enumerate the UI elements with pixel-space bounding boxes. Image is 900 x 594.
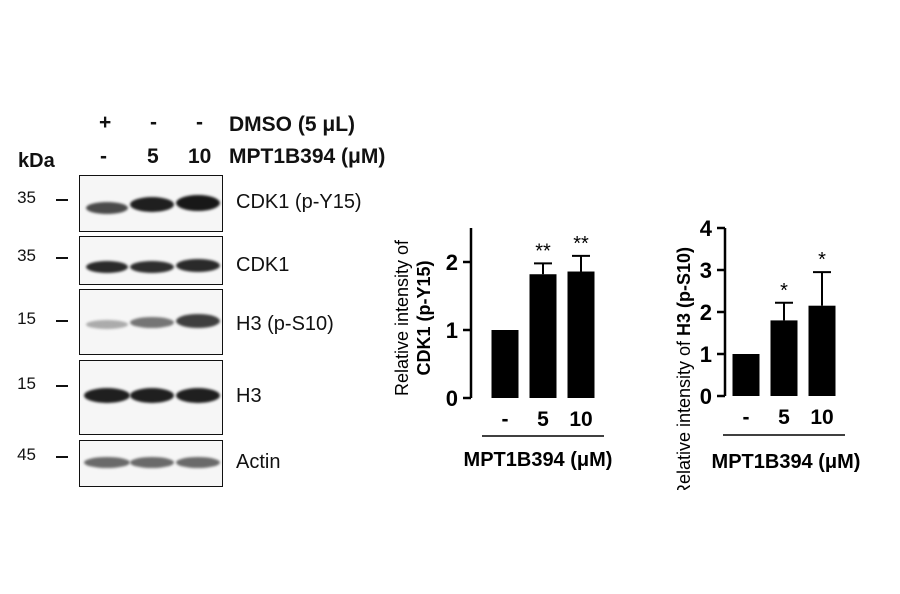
bar [491, 330, 519, 398]
mw-marker-5: 45 [17, 445, 36, 464]
y-axis-label: Relative intensity of H3 (p-S10) [674, 247, 694, 490]
band [176, 388, 220, 403]
band [86, 261, 128, 273]
band [86, 320, 128, 329]
band [130, 388, 174, 403]
mw-marker-1: 35 [17, 188, 36, 207]
bar [808, 305, 836, 396]
significance-label: * [780, 280, 788, 302]
band [130, 457, 174, 468]
bar [567, 271, 595, 398]
x-tick-label: 5 [778, 406, 790, 429]
mw-marker-4: 15 [17, 374, 36, 393]
blot-panel-cdk1-py15 [79, 175, 223, 232]
kda-label: kDa [18, 150, 55, 172]
protein-label-5: Actin [236, 451, 281, 473]
bar [529, 274, 557, 398]
bar-chart-cdk1-py15: 0 1 2 - ** 5 ** 10 MPT1B394 (μM) Relative intensi… [392, 228, 613, 471]
band [130, 261, 174, 273]
y-tick-label: 0 [446, 386, 458, 411]
x-tick-label: - [502, 408, 509, 431]
significance-label: * [818, 249, 826, 271]
x-tick-label: 10 [569, 408, 592, 431]
band [176, 259, 220, 272]
protein-label-2: CDK1 [236, 254, 290, 276]
y-tick-label: 1 [446, 318, 458, 343]
band [130, 317, 174, 328]
blot-panel-h3-ps10 [79, 289, 223, 355]
x-axis-label: MPT1B394 (μM) [712, 451, 861, 473]
dmso-cell-2: - [150, 111, 157, 134]
y-axis-label-regular: Relative intensity of [392, 239, 412, 396]
band [86, 202, 128, 214]
y-axis-label-bold: H3 (p-S10) [674, 247, 694, 336]
band [176, 195, 220, 211]
x-axis-label: MPT1B394 (μM) [464, 449, 613, 471]
significance-label: ** [573, 233, 589, 255]
band [176, 314, 220, 328]
band [84, 457, 130, 468]
y-tick-label: 2 [700, 300, 712, 325]
dmso-cell-1: + [99, 111, 112, 134]
mw-tick-1 [56, 199, 68, 201]
protein-label-4: H3 [236, 385, 262, 407]
y-axis-label: Relative intensity of CDK1 (p-Y15) [392, 239, 434, 396]
blot-panel-h3 [79, 360, 223, 435]
band [84, 388, 130, 403]
y-axis-label-bold: CDK1 (p-Y15) [414, 260, 434, 375]
mpt-row-label: MPT1B394 (μM) [229, 145, 386, 168]
bar-chart-h3-ps10: 0 1 2 3 4 - * 5 * 10 MPT1B394 (μM) Relative intensi… [674, 216, 861, 490]
band [130, 197, 174, 212]
significance-label: ** [535, 240, 551, 262]
protein-label-1: CDK1 (p-Y15) [236, 191, 362, 213]
y-tick-label: 1 [700, 342, 712, 367]
y-tick-label: 0 [700, 384, 712, 409]
mw-tick-2 [56, 257, 68, 259]
band [176, 457, 220, 468]
x-tick-label: 10 [810, 406, 833, 429]
blot-panel-cdk1 [79, 236, 223, 285]
y-tick-label: 2 [446, 250, 458, 275]
mw-tick-3 [56, 320, 68, 322]
mpt-cell-1: - [100, 145, 107, 168]
y-tick-label: 4 [700, 216, 713, 241]
y-axis-label-regular: Relative intensity of [674, 340, 694, 490]
bar [770, 320, 798, 396]
blot-panel-actin [79, 440, 223, 487]
mpt-cell-3: 10 [188, 145, 212, 168]
dmso-cell-3: - [196, 111, 203, 134]
mpt-cell-2: 5 [147, 145, 159, 168]
dmso-row-label: DMSO (5 μL) [229, 113, 356, 136]
mw-marker-2: 35 [17, 246, 36, 265]
protein-label-3: H3 (p-S10) [236, 313, 334, 335]
mw-tick-4 [56, 385, 68, 387]
y-tick-label: 3 [700, 258, 712, 283]
x-tick-label: - [743, 406, 750, 429]
x-tick-label: 5 [537, 408, 549, 431]
bar [732, 354, 760, 396]
mw-tick-5 [56, 456, 68, 458]
mw-marker-3: 15 [17, 309, 36, 328]
